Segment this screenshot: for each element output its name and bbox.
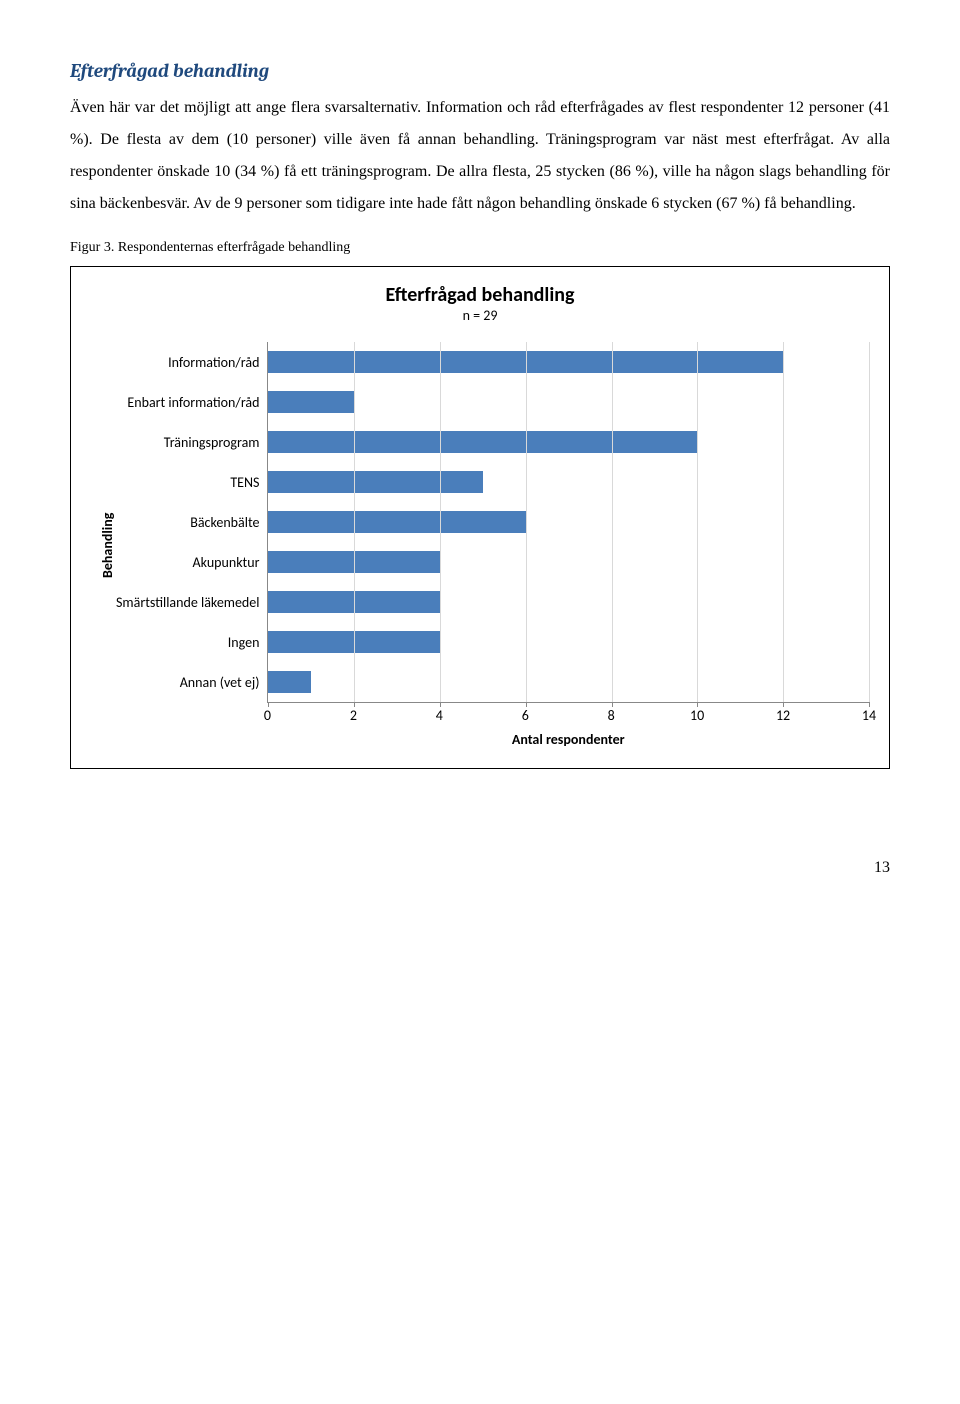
body-paragraph: Även här var det möjligt att ange flera … (70, 92, 890, 220)
chart-container: Efterfrågad behandling n = 29 Behandling… (70, 266, 890, 769)
y-axis-label: Behandling (91, 342, 116, 748)
x-tick-label: 6 (522, 707, 529, 724)
gridline (869, 342, 870, 702)
x-tick-label: 8 (608, 707, 615, 724)
bar (268, 671, 311, 693)
bar (268, 471, 482, 493)
x-axis-label: Antal respondenter (267, 731, 869, 748)
bar (268, 431, 697, 453)
gridline (440, 342, 441, 702)
x-tick-label: 2 (350, 707, 357, 724)
figure-caption: Figur 3. Respondenternas efterfrågade be… (70, 240, 890, 256)
category-label: Akupunktur (116, 542, 267, 582)
category-label: Smärtstillande läkemedel (116, 582, 267, 622)
section-heading: Efterfrågad behandling (70, 60, 890, 82)
bars-container (268, 342, 869, 702)
category-labels: Information/rådEnbart information/rådTrä… (116, 342, 267, 748)
gridline (783, 342, 784, 702)
category-label: Enbart information/råd (116, 382, 267, 422)
x-tick-label: 14 (862, 707, 876, 724)
category-label: Träningsprogram (116, 422, 267, 462)
chart-subtitle: n = 29 (91, 307, 869, 324)
x-tick-label: 4 (436, 707, 443, 724)
gridline (612, 342, 613, 702)
bar (268, 391, 354, 413)
chart-title: Efterfrågad behandling (91, 283, 869, 307)
gridline (354, 342, 355, 702)
bar-row (268, 542, 869, 582)
gridline (697, 342, 698, 702)
bar-row (268, 582, 869, 622)
category-label: Bäckenbälte (116, 502, 267, 542)
bar (268, 511, 525, 533)
bar-row (268, 462, 869, 502)
bar-row (268, 422, 869, 462)
page-number: 13 (70, 859, 890, 877)
bar-row (268, 502, 869, 542)
category-label: Information/råd (116, 342, 267, 382)
plot-area (267, 342, 869, 703)
category-label: TENS (116, 462, 267, 502)
category-label: Annan (vet ej) (116, 662, 267, 702)
x-tick-label: 10 (690, 707, 704, 724)
bar-row (268, 622, 869, 662)
bar-row (268, 662, 869, 702)
x-tick-label: 0 (264, 707, 271, 724)
chart-body: Behandling Information/rådEnbart informa… (91, 342, 869, 748)
plot-wrap: 02468101214 Antal respondenter (267, 342, 869, 748)
category-label: Ingen (116, 622, 267, 662)
bar-row (268, 342, 869, 382)
gridline (526, 342, 527, 702)
x-tick-labels: 02468101214 (267, 703, 869, 727)
x-tick-label: 12 (776, 707, 790, 724)
bar-row (268, 382, 869, 422)
